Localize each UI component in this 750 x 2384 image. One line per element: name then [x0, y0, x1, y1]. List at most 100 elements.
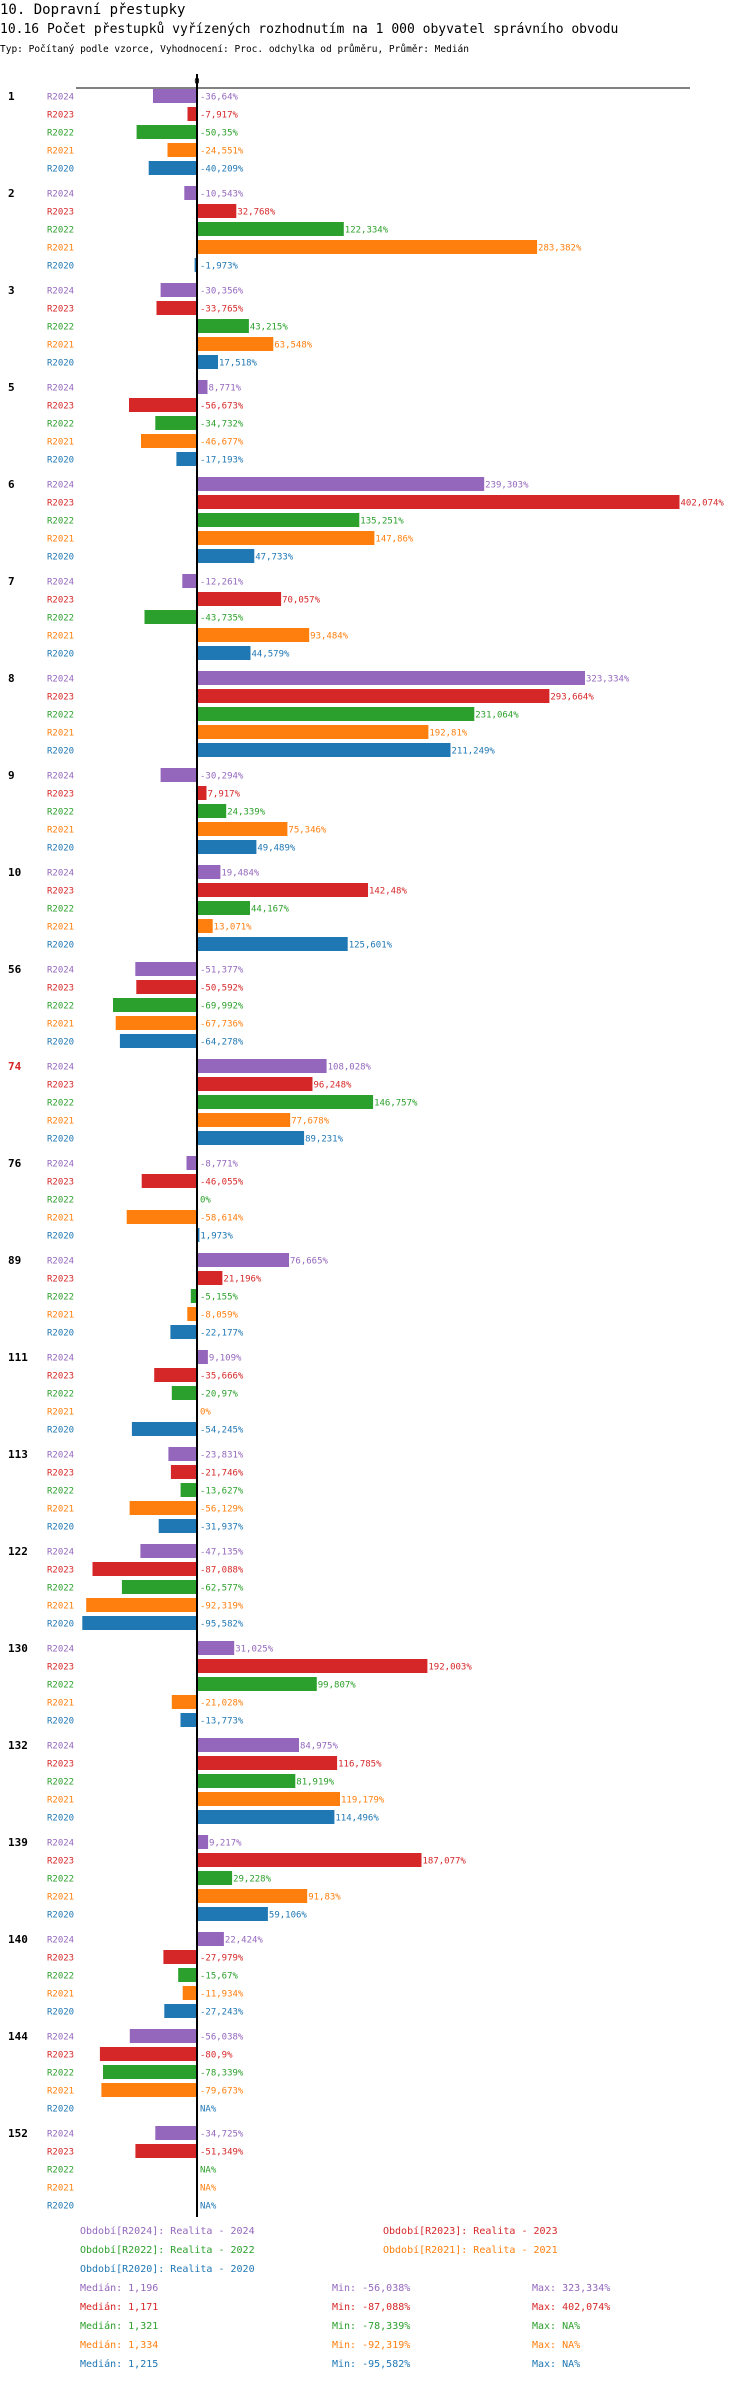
data-label: 211,249%	[451, 747, 495, 757]
series-label: R2020	[47, 1814, 74, 1824]
data-label: 293,664%	[550, 693, 594, 703]
bar	[136, 980, 197, 994]
bar	[197, 380, 208, 394]
data-label: 96,248%	[313, 1081, 352, 1091]
bar	[197, 865, 221, 879]
bar	[135, 2144, 197, 2158]
data-label: -12,261%	[200, 578, 244, 588]
data-label: -34,732%	[200, 420, 244, 430]
data-label: -51,349%	[200, 2148, 244, 2158]
series-label: R2024	[47, 190, 74, 200]
series-label: R2024	[47, 578, 74, 588]
bar	[197, 592, 282, 606]
bar	[197, 725, 429, 739]
series-label: R2020	[47, 553, 74, 563]
bar	[129, 1501, 197, 1515]
group-label: 10	[8, 866, 21, 879]
series-label: R2021	[47, 1311, 74, 1321]
series-label: R2021	[47, 632, 74, 642]
series-label: R2023	[47, 790, 74, 800]
data-label: -80,9%	[200, 2051, 233, 2061]
series-label: R2024	[47, 1645, 74, 1655]
group-label: 89	[8, 1254, 21, 1267]
data-label: 9,109%	[209, 1354, 242, 1364]
stat-min: Min: -95,582%	[332, 2359, 410, 2370]
data-label: 43,215%	[250, 323, 289, 333]
series-label: R2024	[47, 481, 74, 491]
data-label: NA%	[200, 2105, 217, 2115]
bar	[160, 283, 197, 297]
group-label: 122	[8, 1545, 28, 1558]
series-label: R2023	[47, 1275, 74, 1285]
bar	[197, 804, 227, 818]
bar	[180, 1483, 197, 1497]
stat-median: Medián: 1,334	[80, 2339, 158, 2351]
bar	[156, 301, 197, 315]
bar	[126, 1210, 197, 1224]
bar	[197, 883, 368, 897]
data-label: -56,673%	[200, 402, 244, 412]
series-label: R2024	[47, 675, 74, 685]
bar	[197, 646, 251, 660]
bar	[141, 1174, 197, 1188]
data-label: -50,35%	[200, 129, 239, 139]
bar	[144, 610, 197, 624]
series-label: R2022	[47, 905, 74, 915]
data-label: 1,973%	[200, 1232, 233, 1242]
series-label: R2023	[47, 2148, 74, 2158]
series-label: R2023	[47, 1663, 74, 1673]
group-label: 144	[8, 2030, 28, 2043]
data-label: -79,673%	[200, 2087, 244, 2097]
group-label: 140	[8, 1933, 28, 1946]
series-label: R2020	[47, 1717, 74, 1727]
bar	[197, 786, 207, 800]
data-label: -1,973%	[200, 262, 239, 272]
bar	[197, 1641, 235, 1655]
bar	[190, 1289, 197, 1303]
bar	[197, 919, 213, 933]
series-label: R2022	[47, 1778, 74, 1788]
bar	[178, 1968, 197, 1982]
bar	[197, 707, 475, 721]
series-label: R2024	[47, 93, 74, 103]
data-label: -17,193%	[200, 456, 244, 466]
series-label: R2022	[47, 323, 74, 333]
data-label: -30,356%	[200, 287, 244, 297]
bar	[197, 1095, 374, 1109]
bar	[167, 143, 197, 157]
bar	[197, 1659, 428, 1673]
data-label: 147,86%	[375, 535, 414, 545]
series-label: R2023	[47, 887, 74, 897]
data-label: 13,071%	[214, 923, 253, 933]
data-label: -95,582%	[200, 1620, 244, 1630]
series-label: R2022	[47, 2069, 74, 2079]
group-label: 3	[8, 284, 15, 297]
data-label: NA%	[200, 2166, 217, 2176]
series-label: R2020	[47, 650, 74, 660]
bar	[131, 1422, 197, 1436]
bar	[197, 355, 218, 369]
bar	[168, 1447, 197, 1461]
legend-entry: Období[R2021]: Realita - 2021	[383, 2244, 558, 2256]
data-label: 0%	[200, 1196, 211, 1206]
bar	[197, 1738, 299, 1752]
bar	[170, 1465, 197, 1479]
group-label: 152	[8, 2127, 28, 2140]
data-label: -7,917%	[200, 111, 239, 121]
series-label: R2021	[47, 244, 74, 254]
data-label: -40,209%	[200, 165, 244, 175]
chart-description: Typ: Počítaný podle vzorce, Vyhodnocení:…	[0, 44, 469, 55]
data-label: -31,937%	[200, 1523, 244, 1533]
data-label: 63,548%	[274, 341, 313, 351]
data-label: -62,577%	[200, 1584, 244, 1594]
stat-max: Max: 402,074%	[532, 2302, 610, 2313]
stat-min: Min: -92,319%	[332, 2340, 410, 2351]
bar	[197, 1756, 338, 1770]
stat-max: Max: NA%	[532, 2359, 580, 2370]
bar	[187, 107, 197, 121]
data-label: 192,81%	[429, 729, 468, 739]
stat-median: Medián: 1,196	[80, 2282, 158, 2294]
bar	[197, 1932, 224, 1946]
series-label: R2023	[47, 1760, 74, 1770]
data-label: -13,627%	[200, 1487, 244, 1497]
